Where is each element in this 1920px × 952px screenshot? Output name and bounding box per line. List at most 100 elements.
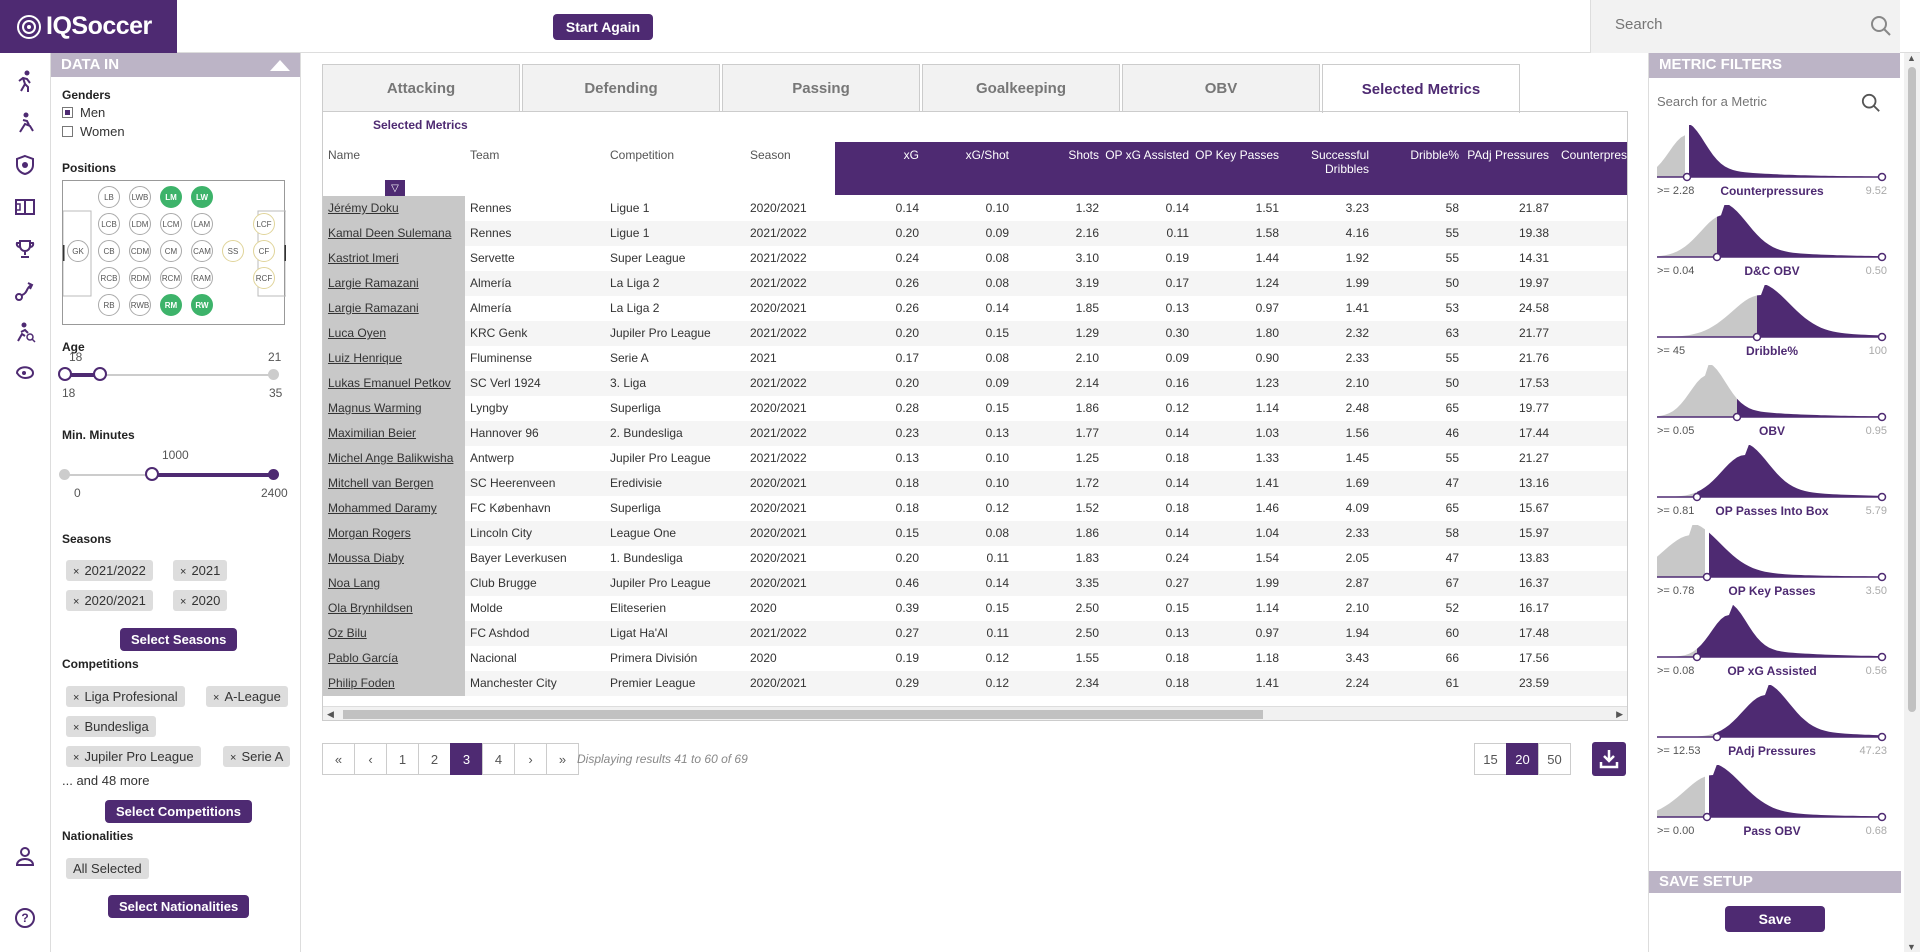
sort-filter-icon[interactable]: ▽ [385,180,405,198]
page-size-50[interactable]: 50 [1538,743,1571,775]
player-name-link[interactable]: Moussa Diaby [323,546,465,571]
scout-icon[interactable] [13,321,37,345]
position-rm[interactable]: RM [160,294,182,316]
start-again-button[interactable]: Start Again [553,14,653,40]
position-ldm[interactable]: LDM [129,213,151,235]
table-row[interactable]: Pablo García Nacional Primera División 2020… [323,646,1627,671]
position-rcm[interactable]: RCM [160,267,182,289]
player-name-link[interactable]: Ola Brynhildsen [323,596,465,621]
header-successful-dribbles[interactable]: Successful Dribbles [1285,142,1375,195]
help-icon[interactable]: ? [13,906,37,930]
position-lcm[interactable]: LCM [160,213,182,235]
position-lb[interactable]: LB [98,186,120,208]
table-row[interactable]: Mitchell van Bergen SC Heerenveen Eredivis… [323,471,1627,496]
metric-filter[interactable]: >= 0.00 Pass OBV 0.68 [1657,765,1887,845]
save-button[interactable]: Save [1725,906,1825,932]
filter-min-handle[interactable] [1702,572,1712,582]
header-shots[interactable]: Shots [1015,142,1105,195]
header-op-xg-assisted[interactable]: OP xG Assisted [1105,142,1195,195]
header-xg[interactable]: xG [835,142,925,195]
player-name-link[interactable]: Kastriot Imeri [323,246,465,271]
table-row[interactable]: Noa Lang Club Brugge Jupiler Pro League 202… [323,571,1627,596]
player-name-link[interactable]: Oz Bilu [323,621,465,646]
scroll-left-icon[interactable]: ◀ [327,709,334,719]
minutes-handle[interactable] [145,467,159,481]
scrollbar-thumb[interactable] [1908,67,1916,712]
position-cam[interactable]: CAM [191,240,213,262]
filter-min-handle[interactable] [1712,732,1722,742]
header-team[interactable]: Team [470,148,500,162]
select-seasons-button[interactable]: Select Seasons [120,628,238,651]
table-row[interactable]: Moussa Diaby Bayer Leverkusen 1. Bundeslig… [323,546,1627,571]
position-lcb[interactable]: LCB [98,213,120,235]
metric-filter[interactable]: >= 2.28 Counterpressures 9.52 [1657,125,1887,205]
competition-chip[interactable]: × Jupiler Pro League [66,746,201,767]
remove-icon[interactable]: × [73,566,80,578]
table-row[interactable]: Michel Ange Balikwisha Antwerp Jupiler Pro… [323,446,1627,471]
tab-goalkeeping[interactable]: Goalkeeping [922,64,1120,112]
season-chip[interactable]: × 2021 [173,560,228,581]
age-slider[interactable] [58,367,279,381]
player-name-link[interactable]: Noa Lang [323,571,465,596]
position-lw[interactable]: LW [191,186,213,208]
table-row[interactable]: Luca Oyen KRC Genk Jupiler Pro League 2021/… [323,321,1627,346]
user-icon[interactable] [13,844,37,868]
search-icon[interactable] [1861,93,1881,118]
metric-filter[interactable]: >= 0.81 OP Passes Into Box 5.79 [1657,445,1887,525]
collapse-icon[interactable] [270,60,290,71]
position-gk[interactable]: GK [67,240,89,262]
remove-icon[interactable]: × [230,752,237,764]
table-row[interactable]: Oz Bilu FC Ashdod Ligat Ha'Al 2021/2022 0.27… [323,621,1627,646]
season-chip[interactable]: × 2021/2022 [66,560,153,581]
prev-page-button[interactable]: ‹ [354,743,387,775]
filter-max-handle[interactable] [1877,572,1887,582]
women-checkbox[interactable]: Women [62,124,125,139]
player-name-link[interactable]: Kamal Deen Sulemana [323,221,465,246]
filter-min-handle[interactable] [1752,332,1762,342]
table-row[interactable]: Kastriot Imeri Servette Super League 2021/2… [323,246,1627,271]
competition-chip[interactable]: × Liga Profesional [66,686,185,707]
table-row[interactable]: Mohammed Daramy FC København Superliga 2020… [323,496,1627,521]
select-competitions-button[interactable]: Select Competitions [105,800,252,823]
player-name-link[interactable]: Pablo García [323,646,465,671]
scroll-up-icon[interactable]: ▲ [1907,53,1916,63]
page-size-15[interactable]: 15 [1474,743,1507,775]
competition-chip[interactable]: × Serie A [223,746,291,767]
position-lam[interactable]: LAM [191,213,213,235]
player-name-link[interactable]: Jérémy Doku [323,196,465,221]
season-chip[interactable]: × 2020/2021 [66,590,153,611]
tab-selected-metrics[interactable]: Selected Metrics [1322,64,1520,113]
table-row[interactable]: Ola Brynhildsen Molde Eliteserien 2020 0.39 0… [323,596,1627,621]
table-row[interactable]: Largie Ramazani Almería La Liga 2 2021/2022… [323,271,1627,296]
select-nationalities-button[interactable]: Select Nationalities [108,895,250,918]
tab-passing[interactable]: Passing [722,64,920,112]
position-lcf[interactable]: LCF [253,213,275,235]
data-in-header[interactable]: DATA IN [51,53,300,77]
filter-max-handle[interactable] [1877,412,1887,422]
player-name-link[interactable]: Mitchell van Bergen [323,471,465,496]
position-rwb[interactable]: RWB [129,294,151,316]
filter-max-handle[interactable] [1877,732,1887,742]
last-page-button[interactable]: » [546,743,579,775]
metric-search-input[interactable] [1657,87,1847,109]
metric-filter[interactable]: >= 0.04 D&C OBV 0.50 [1657,205,1887,285]
table-row[interactable]: Morgan Rogers Lincoln City League One 2020/… [323,521,1627,546]
filter-min-handle[interactable] [1712,252,1722,262]
player-name-link[interactable]: Morgan Rogers [323,521,465,546]
scroll-down-icon[interactable]: ▼ [1907,942,1916,952]
header-op-key-passes[interactable]: OP Key Passes [1195,142,1285,195]
top-search-input[interactable] [1615,16,1855,33]
metric-filter[interactable]: >= 12.53 PAdj Pressures 47.23 [1657,685,1887,765]
header-dribble-pct[interactable]: Dribble% [1375,142,1465,195]
remove-icon[interactable]: × [73,596,80,608]
scroll-right-icon[interactable]: ▶ [1616,709,1623,719]
position-lm[interactable]: LM [160,186,182,208]
minutes-slider[interactable] [59,467,279,481]
age-handle-min[interactable] [58,367,72,381]
metric-filter[interactable]: >= 0.78 OP Key Passes 3.50 [1657,525,1887,605]
player-name-link[interactable]: Lukas Emanuel Petkov [323,371,465,396]
metric-filter[interactable]: >= 0.05 OBV 0.95 [1657,365,1887,445]
page-2-button[interactable]: 2 [418,743,451,775]
player-name-link[interactable]: Largie Ramazani [323,296,465,321]
position-cb[interactable]: CB [98,240,120,262]
